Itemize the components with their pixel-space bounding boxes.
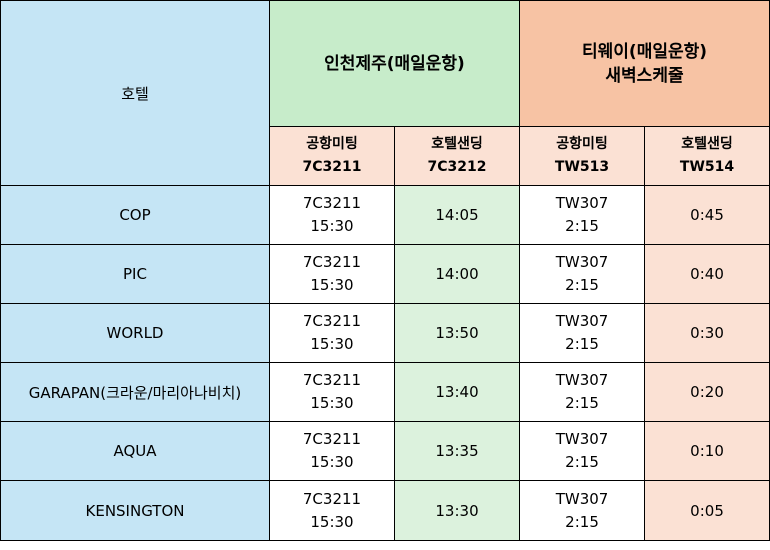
tway-meeting-cell: TW307 2:15 <box>519 244 646 304</box>
jeju-sending-time: 13:50 <box>393 303 521 363</box>
jeju-meeting-cell: 7C3211 15:30 <box>269 303 395 363</box>
meeting-flight: 7C3211 <box>302 430 362 448</box>
subheader-flight: 7C3212 <box>427 159 487 175</box>
subheader-row: 공항미팅 7C3211 호텔샌딩 7C3212 공항미팅 TW513 호텔샌딩 … <box>1 126 770 186</box>
subheader-flight: TW513 <box>554 159 610 175</box>
meeting-time: 2:15 <box>565 453 599 471</box>
tway-sending-time: 0:45 <box>644 185 770 245</box>
meeting-time: 15:30 <box>310 217 354 235</box>
meeting-flight: 7C3211 <box>302 371 362 389</box>
hotel-name: KENSINGTON <box>0 480 270 541</box>
tway-header: 티웨이(매일운항) 새벽스케줄 <box>519 0 770 127</box>
tway-sending-time: 0:20 <box>644 362 770 422</box>
tway-header-title: 티웨이(매일운항) <box>582 41 708 62</box>
meeting-flight: 7C3211 <box>302 253 362 271</box>
hotel-name: GARAPAN(크라운/마리아나비치) <box>0 362 270 422</box>
meeting-time: 2:15 <box>565 512 599 531</box>
table-row: AQUA 7C3211 15:30 13:35 TW307 2:15 0:10 <box>0 421 770 481</box>
hotel-column-header: 호텔 <box>0 0 270 186</box>
jeju-sending-time: 14:05 <box>393 185 521 245</box>
hotel-name: WORLD <box>0 303 270 363</box>
tway-header-subtitle: 새벽스케줄 <box>605 65 684 86</box>
meeting-flight: TW307 <box>555 371 609 389</box>
subheader-tway-meeting: 공항미팅 TW513 <box>519 126 646 186</box>
subheader-label: 호텔샌딩 <box>681 136 733 152</box>
meeting-time: 15:30 <box>310 394 354 412</box>
meeting-time: 2:15 <box>565 276 599 294</box>
jeju-sending-time: 13:30 <box>393 480 521 541</box>
tway-sending-time: 0:10 <box>644 421 770 481</box>
table-row: COP 7C3211 15:30 14:05 TW307 2:15 0:45 <box>0 185 770 245</box>
meeting-time: 2:15 <box>565 217 599 235</box>
table-row: KENSINGTON 7C3211 15:30 13:30 TW307 2:15… <box>0 480 770 541</box>
subheader-jeju-meeting: 공항미팅 7C3211 <box>269 126 395 186</box>
incheon-jeju-header: 인천제주(매일운항) <box>268 0 521 127</box>
tway-meeting-cell: TW307 2:15 <box>519 362 646 422</box>
hotel-name: COP <box>0 185 270 245</box>
tway-sending-time: 0:05 <box>644 480 770 541</box>
jeju-meeting-cell: 7C3211 15:30 <box>269 244 395 304</box>
jeju-meeting-cell: 7C3211 15:30 <box>269 362 395 422</box>
tway-sending-time: 0:40 <box>644 244 770 304</box>
meeting-flight: TW307 <box>555 430 609 448</box>
meeting-flight: 7C3211 <box>302 489 362 508</box>
table-row: GARAPAN(크라운/마리아나비치) 7C3211 15:30 13:40 T… <box>0 362 770 422</box>
meeting-flight: TW307 <box>555 489 609 508</box>
meeting-time: 15:30 <box>310 276 354 294</box>
subheader-flight: 7C3211 <box>302 159 362 175</box>
jeju-meeting-cell: 7C3211 15:30 <box>269 480 395 541</box>
tway-meeting-cell: TW307 2:15 <box>519 303 646 363</box>
table-row: WORLD 7C3211 15:30 13:50 TW307 2:15 0:30 <box>0 303 770 363</box>
meeting-time: 15:30 <box>310 453 354 471</box>
tway-meeting-cell: TW307 2:15 <box>519 185 646 245</box>
subheader-label: 호텔샌딩 <box>431 136 483 152</box>
jeju-sending-time: 13:40 <box>393 362 521 422</box>
meeting-time: 2:15 <box>565 335 599 353</box>
meeting-time: 15:30 <box>310 335 354 353</box>
meeting-flight: 7C3211 <box>302 194 362 212</box>
meeting-flight: TW307 <box>555 194 609 212</box>
subheader-label: 공항미팅 <box>556 136 608 152</box>
meeting-time: 15:30 <box>310 512 354 531</box>
header-row: 호텔 인천제주(매일운항) 티웨이(매일운항) 새벽스케줄 <box>0 0 770 186</box>
jeju-meeting-cell: 7C3211 15:30 <box>269 185 395 245</box>
meeting-flight: TW307 <box>555 312 609 330</box>
subheader-tway-sending: 호텔샌딩 TW514 <box>644 126 770 186</box>
subheader-flight: TW514 <box>679 159 735 175</box>
subheader-label: 공항미팅 <box>306 136 358 152</box>
meeting-flight: TW307 <box>555 253 609 271</box>
meeting-flight: 7C3211 <box>302 312 362 330</box>
meeting-time: 2:15 <box>565 394 599 412</box>
tway-meeting-cell: TW307 2:15 <box>519 480 646 541</box>
subheader-jeju-sending: 호텔샌딩 7C3212 <box>393 126 521 186</box>
table-row: PIC 7C3211 15:30 14:00 TW307 2:15 0:40 <box>0 244 770 304</box>
jeju-meeting-cell: 7C3211 15:30 <box>269 421 395 481</box>
jeju-sending-time: 14:00 <box>393 244 521 304</box>
jeju-sending-time: 13:35 <box>393 421 521 481</box>
hotel-name: PIC <box>0 244 270 304</box>
tway-sending-time: 0:30 <box>644 303 770 363</box>
tway-meeting-cell: TW307 2:15 <box>519 421 646 481</box>
hotel-name: AQUA <box>0 421 270 481</box>
